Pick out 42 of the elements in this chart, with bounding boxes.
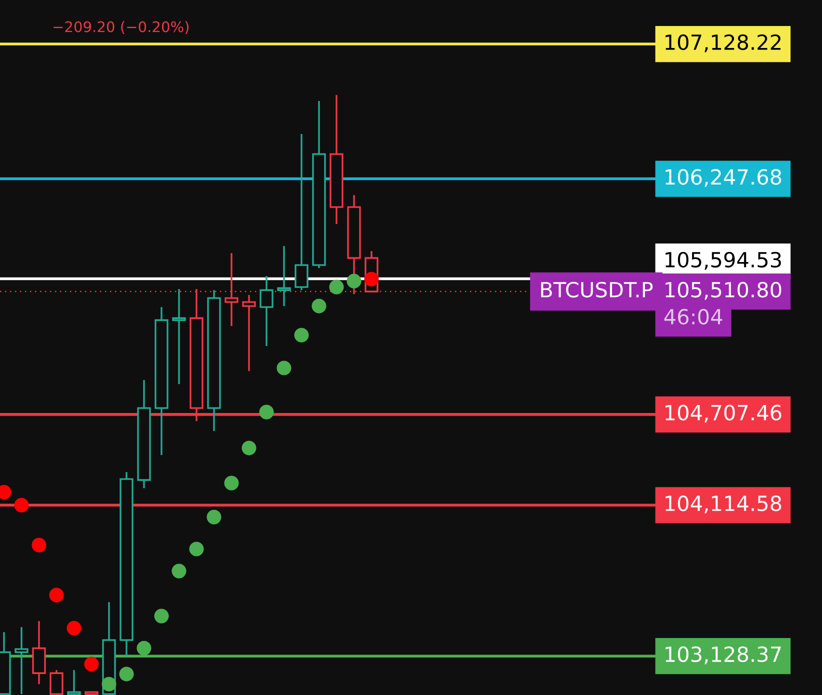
point <box>312 298 326 314</box>
candlestick <box>32 620 46 685</box>
point <box>49 588 64 602</box>
candlestick <box>260 275 274 347</box>
point <box>84 656 99 672</box>
ref-line-label: 104,114.58 <box>666 495 782 514</box>
point <box>259 404 274 420</box>
point <box>329 280 344 294</box>
point <box>224 476 239 490</box>
point <box>154 608 169 624</box>
point <box>276 360 292 376</box>
ref-line-label: 106,247.68 <box>666 169 782 187</box>
point <box>119 666 134 682</box>
annotation: −209.20 (−0.20%) <box>54 20 189 34</box>
point <box>14 498 29 512</box>
candlestick <box>14 626 28 695</box>
candlestick <box>242 294 256 372</box>
candlestick <box>137 379 151 489</box>
text: 46:04 <box>664 308 722 325</box>
candlestick <box>330 94 344 225</box>
point <box>189 542 204 556</box>
ref-line-label: 105,594.53 <box>666 252 781 270</box>
candlestick <box>207 289 221 432</box>
text: BTCUSDT.P <box>541 282 653 298</box>
ref-line-label: 107,128.22 <box>666 34 780 52</box>
point <box>346 274 362 288</box>
candlestick <box>277 245 291 307</box>
point <box>206 510 222 524</box>
point <box>66 620 82 636</box>
point <box>364 272 379 286</box>
ref-line-label: 103,128.37 <box>666 646 781 664</box>
point <box>294 328 309 342</box>
candlestick <box>154 306 168 456</box>
point <box>136 640 152 656</box>
ref-line-label: 104,707.46 <box>666 404 782 423</box>
point <box>102 676 116 692</box>
point <box>172 564 186 578</box>
point <box>242 440 256 456</box>
point <box>32 538 46 552</box>
candlestick <box>172 288 186 385</box>
candlestick <box>120 471 134 658</box>
ref-line-label: 105,510.80 <box>666 282 782 300</box>
